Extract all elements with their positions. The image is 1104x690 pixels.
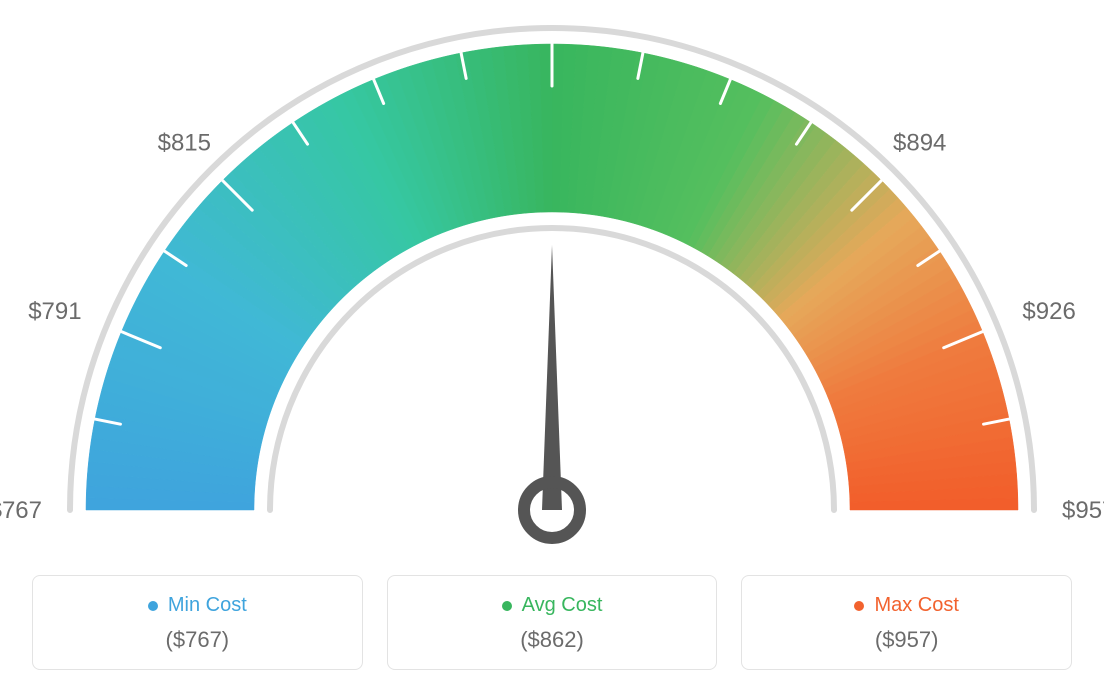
tick-label: $767 <box>0 497 42 524</box>
legend-value: ($957) <box>752 627 1061 653</box>
gauge-chart-container: $767 $791 $815 $862 $894 $926 $957 Min Cost ($7… <box>0 0 1104 690</box>
legend-dot-icon <box>854 601 864 611</box>
legend-label: Min Cost <box>148 594 247 617</box>
legend-label: Avg Cost <box>502 594 603 617</box>
legend-dot-icon <box>148 601 158 611</box>
legend-value: ($862) <box>398 627 707 653</box>
legend-card: Avg Cost ($862) <box>387 575 718 670</box>
gauge-svg: $767 $791 $815 $862 $894 $926 $957 <box>0 0 1104 560</box>
tick-label: $815 <box>158 129 211 156</box>
legend-label: Max Cost <box>854 594 958 617</box>
legend-label-text: Avg Cost <box>522 594 603 617</box>
legend-card: Max Cost ($957) <box>741 575 1072 670</box>
tick-label: $926 <box>1022 298 1075 325</box>
legend-label-text: Max Cost <box>874 594 958 617</box>
tick-label: $894 <box>893 129 946 156</box>
tick-label: $791 <box>28 298 81 325</box>
tick-label: $957 <box>1062 497 1104 524</box>
legend-card: Min Cost ($767) <box>32 575 363 670</box>
legend-dot-icon <box>502 601 512 611</box>
gauge-needle <box>542 245 562 510</box>
legend-row: Min Cost ($767) Avg Cost ($862) Max Cost ($95… <box>0 575 1104 670</box>
tick-label: $862 <box>525 0 578 4</box>
legend-label-text: Min Cost <box>168 594 247 617</box>
legend-value: ($767) <box>43 627 352 653</box>
